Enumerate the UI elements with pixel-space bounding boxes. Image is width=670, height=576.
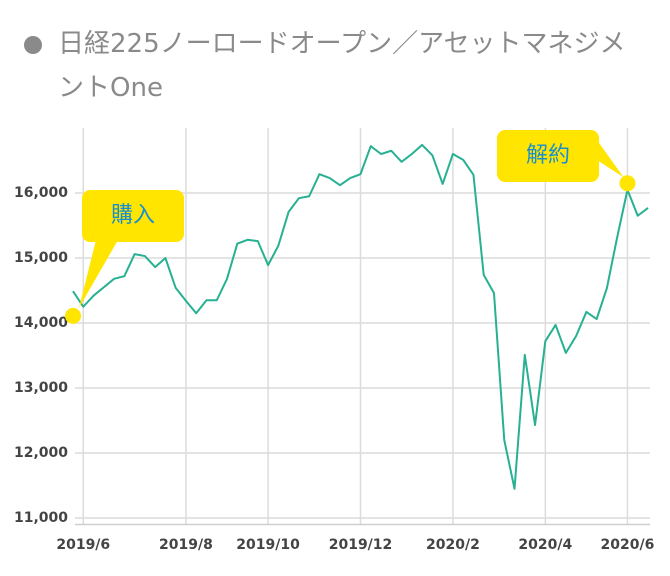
chart-title: 日経225ノーロードオープン／アセットマネジメントOne bbox=[58, 29, 626, 103]
annotation-marker bbox=[65, 307, 81, 324]
annotation-pointer bbox=[79, 240, 118, 308]
x-tick-label: 2019/8 bbox=[159, 537, 213, 553]
title-bullet bbox=[24, 36, 42, 54]
y-tick-label: 15,000 bbox=[14, 250, 68, 266]
y-tick-label: 13,000 bbox=[14, 380, 68, 396]
y-tick-label: 12,000 bbox=[14, 445, 68, 461]
annotation-label: 解約 bbox=[526, 143, 570, 168]
annotation-pointer bbox=[597, 140, 624, 178]
y-tick-label: 11,000 bbox=[14, 510, 68, 526]
y-tick-label: 16,000 bbox=[14, 185, 68, 201]
annotation-marker bbox=[619, 175, 636, 192]
x-tick-label: 2019/6 bbox=[56, 537, 110, 553]
x-tick-label: 2020/4 bbox=[518, 537, 572, 553]
x-tick-label: 2020/2 bbox=[426, 537, 480, 553]
x-tick-label: 2019/12 bbox=[329, 537, 393, 553]
x-tick-label: 2020/6 bbox=[601, 537, 655, 553]
annotation-box bbox=[497, 130, 599, 182]
annotation-box bbox=[82, 190, 184, 242]
x-tick-label: 2019/10 bbox=[236, 537, 300, 553]
data-line bbox=[72, 143, 649, 490]
y-tick-label: 14,000 bbox=[14, 315, 68, 331]
annotation-label: 購入 bbox=[111, 203, 155, 228]
